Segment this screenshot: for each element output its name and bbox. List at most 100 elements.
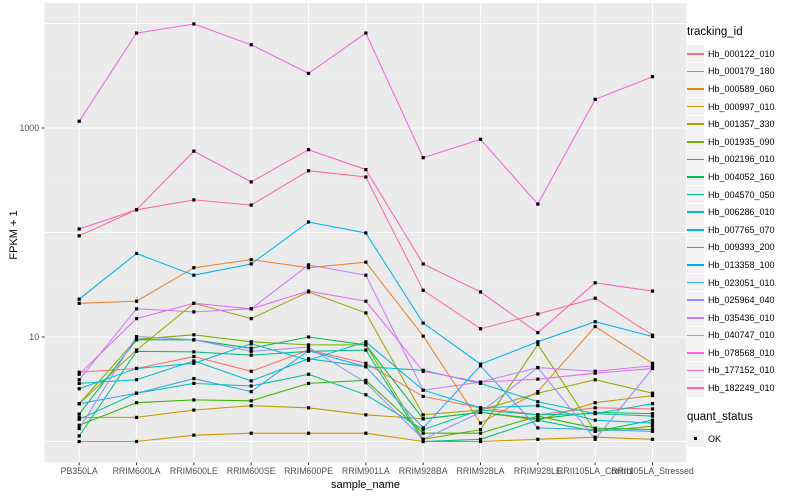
- data-point-marker: [478, 437, 483, 441]
- data-point-marker: [134, 349, 139, 353]
- data-point-marker: [249, 349, 253, 353]
- legend-item-Hb_007765_070: Hb_007765_070: [687, 221, 799, 239]
- data-point-marker: [593, 296, 597, 300]
- data-point-marker: [306, 349, 311, 353]
- data-point-marker: [77, 415, 81, 420]
- data-point-marker: [249, 43, 253, 47]
- data-point-marker: [249, 346, 253, 350]
- legend-key-line: [687, 158, 704, 161]
- data-point-marker: [77, 439, 81, 444]
- legend-key-swatch: [687, 274, 704, 292]
- data-point-marker: [77, 434, 81, 438]
- legend-item-Hb_002196_010: Hb_002196_010: [687, 150, 799, 169]
- x-tick-label: RRIM600PE: [284, 466, 333, 476]
- data-point-marker: [593, 281, 597, 285]
- data-point-marker: [249, 340, 253, 344]
- data-point-marker: [421, 156, 425, 160]
- legend-key-line: [687, 123, 704, 126]
- data-point-marker: [306, 289, 311, 293]
- data-point-marker: [364, 365, 368, 369]
- data-point-marker: [192, 408, 196, 412]
- data-point-marker: [593, 418, 597, 422]
- data-point-marker: [421, 321, 425, 325]
- legend-item-Hb_004570_050: Hb_004570_050: [687, 186, 799, 204]
- data-point-marker: [421, 437, 425, 441]
- data-point-marker: [192, 198, 196, 202]
- legend-key-line: [687, 105, 704, 108]
- data-point-marker: [77, 426, 81, 431]
- legend-key-line: [687, 176, 704, 178]
- legend-key-swatch: [687, 168, 704, 186]
- data-point-marker: [249, 399, 253, 403]
- data-point-marker: [421, 439, 425, 444]
- data-point-marker: [650, 391, 655, 395]
- data-point-marker: [134, 391, 139, 395]
- legend-key-line: [687, 193, 704, 196]
- legend-item-Hb_000122_010: Hb_000122_010: [687, 45, 799, 63]
- data-point-marker: [306, 71, 311, 76]
- legend-shape-items: OK: [687, 430, 799, 448]
- data-point-marker: [650, 418, 655, 422]
- data-point-marker: [421, 288, 425, 292]
- legend-key-line: [687, 387, 704, 389]
- data-point-marker: [306, 345, 311, 349]
- legend-key-swatch: [687, 238, 704, 256]
- legend-color-items: Hb_000122_010 Hb_000179_180 Hb_000589_060 H…: [687, 45, 799, 397]
- x-tick-label: RRIM901LA: [342, 466, 390, 476]
- data-point-marker: [306, 263, 311, 267]
- data-point-marker: [536, 331, 540, 335]
- data-point-marker: [536, 391, 540, 395]
- legend-key-line: [687, 352, 704, 354]
- legend-item-label: Hb_078568_010: [708, 347, 775, 358]
- data-point-marker: [650, 424, 655, 428]
- legend-key-swatch: [687, 133, 704, 151]
- data-point-marker: [192, 266, 196, 270]
- data-point-marker: [593, 371, 597, 375]
- legend-item-label: Hb_177152_010: [708, 365, 775, 376]
- data-point-marker: [650, 414, 655, 418]
- data-point-marker: [650, 364, 655, 368]
- data-point-marker: [650, 402, 655, 406]
- data-point-marker: [192, 361, 196, 365]
- legend-item-label: Hb_002196_010: [708, 154, 775, 165]
- data-point-marker: [478, 380, 483, 384]
- data-point-marker: [249, 384, 253, 388]
- data-point-marker: [536, 340, 540, 344]
- data-point-marker: [192, 350, 196, 354]
- data-point-marker: [593, 369, 597, 373]
- data-point-marker: [134, 366, 139, 371]
- legend-item-quant-OK: OK: [687, 430, 799, 448]
- legend-item-Hb_078568_010: Hb_078568_010: [687, 344, 799, 362]
- data-point-marker: [364, 343, 368, 347]
- data-point-marker: [77, 423, 81, 427]
- data-point-marker: [134, 208, 139, 212]
- data-point-marker: [650, 429, 655, 433]
- legend-title-tracking-id: tracking_id: [687, 26, 743, 38]
- x-tick-label: RRIM600SE: [227, 466, 276, 476]
- data-point-marker: [421, 369, 425, 373]
- y-tick-label: 1000: [20, 123, 40, 133]
- data-point-marker: [421, 417, 425, 421]
- data-point-marker: [650, 393, 655, 398]
- data-point-marker: [650, 289, 655, 293]
- data-point-marker: [77, 234, 81, 238]
- legend-key-line: [687, 316, 704, 319]
- legend-item-label: Hb_001935_090: [708, 136, 775, 147]
- legend-key-swatch: [687, 379, 704, 397]
- data-point-marker: [249, 342, 253, 346]
- legend-item-Hb_006286_010: Hb_006286_010: [687, 203, 799, 221]
- legend-item-label: Hb_040747_010: [708, 330, 775, 341]
- data-point-marker: [650, 361, 655, 365]
- data-point-marker: [364, 231, 368, 235]
- data-point-marker: [478, 290, 483, 294]
- data-point-marker: [364, 361, 368, 365]
- data-point-marker: [478, 406, 483, 410]
- data-point-marker: [650, 427, 655, 432]
- legend-item-Hb_000997_010: Hb_000997_010: [687, 98, 799, 116]
- legend-item-label: Hb_009393_200: [708, 242, 775, 253]
- data-point-marker: [364, 175, 368, 179]
- data-point-marker: [192, 22, 196, 26]
- legend-key-line: [687, 228, 704, 231]
- data-point-marker: [478, 327, 483, 331]
